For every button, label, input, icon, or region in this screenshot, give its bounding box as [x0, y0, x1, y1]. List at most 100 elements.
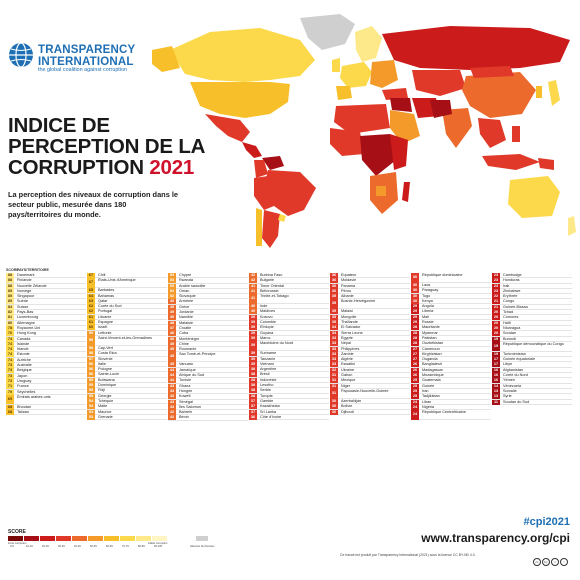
country-name: Bangladesh [422, 362, 443, 367]
score-badge: 45 [168, 352, 176, 363]
ranking-row: 36 Panama [330, 283, 410, 289]
score-badge: 74 [6, 347, 14, 353]
score-badge: 45 [168, 362, 176, 368]
score-badge: 36 [330, 278, 338, 284]
legend-swatch [24, 536, 39, 541]
score-badge: 88 [6, 278, 14, 284]
ranking-row: 24 République Centrafricaine [411, 410, 491, 421]
country-name: Indonésie [260, 377, 277, 382]
title-line-2: PERCEPTION DE LA [8, 135, 206, 158]
region-venezuela [262, 156, 284, 170]
region-usa [190, 82, 290, 118]
page-title: INDICE DE PERCEPTION DE LA CORRUPTION 20… [8, 115, 208, 178]
score-badge: 35 [330, 294, 338, 300]
ranking-row: 56 Italie [87, 361, 167, 368]
score-badge: 62 [87, 309, 95, 315]
ranking-row: 30 Azerbaïdjan [330, 398, 410, 405]
ranking-column-3: 53 Chypre 53 Rwanda 53 Arabie saoudite 52 Oman 5… [168, 273, 248, 421]
score-badge: 35 [330, 299, 338, 310]
country-name: Lettonie [98, 330, 112, 335]
score-badge: 57 [87, 356, 95, 362]
website-link[interactable]: www.transparency.org/cpi [421, 531, 570, 545]
ranking-row: 19 République démocratique du Congo [492, 341, 572, 352]
country-name: Autriche [17, 357, 31, 362]
country-name: Malawi [341, 309, 353, 314]
ranking-row: 16 Yémen [492, 378, 572, 384]
title-line-1: INDICE DE [8, 114, 110, 137]
ranking-row: 25 Iran [411, 388, 491, 395]
country-name: Turquie [260, 393, 273, 398]
ranking-row: 47 Croatie [168, 325, 248, 332]
ranking-row: 22 Érythrée [492, 294, 572, 300]
transparency-international-logo: TRANSPARENCY INTERNATIONAL the global co… [8, 42, 188, 76]
score-badge: 38 [249, 388, 257, 394]
title-line-3: CORRUPTION 2021 [8, 157, 208, 178]
ranking-column-6: 30 République dominicaine 30 Laos 30 Paraguay… [411, 273, 491, 421]
ranking-row: 30 République dominicaine [411, 273, 491, 283]
country-name: Yémen [503, 378, 516, 383]
ranking-row: 30 Laos [411, 283, 491, 289]
country-name: Slovénie [98, 356, 113, 361]
ranking-row: 43 Ghana [168, 383, 248, 389]
ranking-row: 35 Mongolie [330, 314, 410, 321]
country-name: Bulgarie [260, 278, 274, 283]
score-badge: 19 [492, 336, 500, 342]
score-badge: 26 [411, 373, 419, 379]
score-badge: 39 [249, 320, 257, 326]
region-mongolia [470, 66, 514, 78]
country-name: Niger [341, 383, 351, 388]
score-badge: 30 [411, 298, 419, 304]
ranking-row: 38 Argentine [249, 367, 329, 373]
country-name: Chypre [179, 273, 192, 277]
ranking-row: 84 Suisse [6, 304, 86, 311]
ranking-row: 74 Islande [6, 341, 86, 348]
score-badge: 71 [6, 384, 14, 390]
score-badge: 40 [249, 304, 257, 310]
score-badge: 11 [492, 399, 500, 405]
score-badge: 19 [492, 351, 500, 357]
ranking-row: 45 Chine [168, 341, 248, 348]
ranking-row: 35 Thaïlande [330, 320, 410, 326]
ranking-row: 27 Cameroun [411, 346, 491, 352]
country-name: Mauritanie [422, 325, 440, 330]
org-tagline: the global coalition against corruption [38, 67, 128, 73]
country-name: Nouvelle Zélande [17, 283, 47, 288]
ranking-row: 39 Macédoine du Nord [249, 341, 329, 352]
country-name: Mexique [341, 378, 356, 383]
ranking-row: 73 Australie [6, 363, 86, 369]
ranking-row: 58 Cap-Vert [87, 345, 167, 352]
country-name: Chine [179, 341, 189, 346]
ranking-row: 25 Guatemala [411, 378, 491, 384]
ranking-row: 28 Mauritanie [411, 325, 491, 331]
country-name: Zambie [341, 351, 354, 356]
country-name: El Salvador [341, 325, 361, 330]
ranking-row: 36 Moldavie [330, 278, 410, 284]
ranking-row: 73 Japon [6, 373, 86, 379]
score-badge: 17 [492, 357, 500, 363]
ranking-row: 54 Maurice [87, 409, 167, 415]
country-name: Malaisie [179, 320, 193, 325]
score-badge: 67 [87, 278, 95, 288]
score-badge: 34 [330, 330, 338, 336]
country-name: Somalie [503, 388, 517, 393]
ranking-row: 65 Barbades [87, 288, 167, 294]
region-argentina [262, 210, 280, 248]
country-name: États-Unis d'Amérique [98, 278, 136, 283]
score-badge: 22 [492, 294, 500, 300]
score-badge: 31 [330, 388, 338, 399]
country-name: Bhoutan [17, 404, 32, 409]
score-badge: 58 [87, 345, 95, 351]
ranking-row: 23 Irak [492, 283, 572, 289]
score-badge: 45 [168, 347, 176, 353]
country-name: Belgique [17, 368, 32, 373]
ranking-row: 28 Pakistan [411, 335, 491, 342]
country-name: Malte [98, 404, 108, 409]
country-name: Tanzanie [260, 356, 276, 361]
country-name: Albanie [341, 294, 354, 299]
country-name: Comores [503, 315, 519, 320]
region-greenland [300, 14, 355, 50]
legend-low-label: Forte corruption [8, 541, 27, 545]
ranking-row: 29 Angola [411, 304, 491, 310]
region-afghanistan-pakistan [430, 100, 452, 118]
country-name: France [17, 384, 29, 389]
